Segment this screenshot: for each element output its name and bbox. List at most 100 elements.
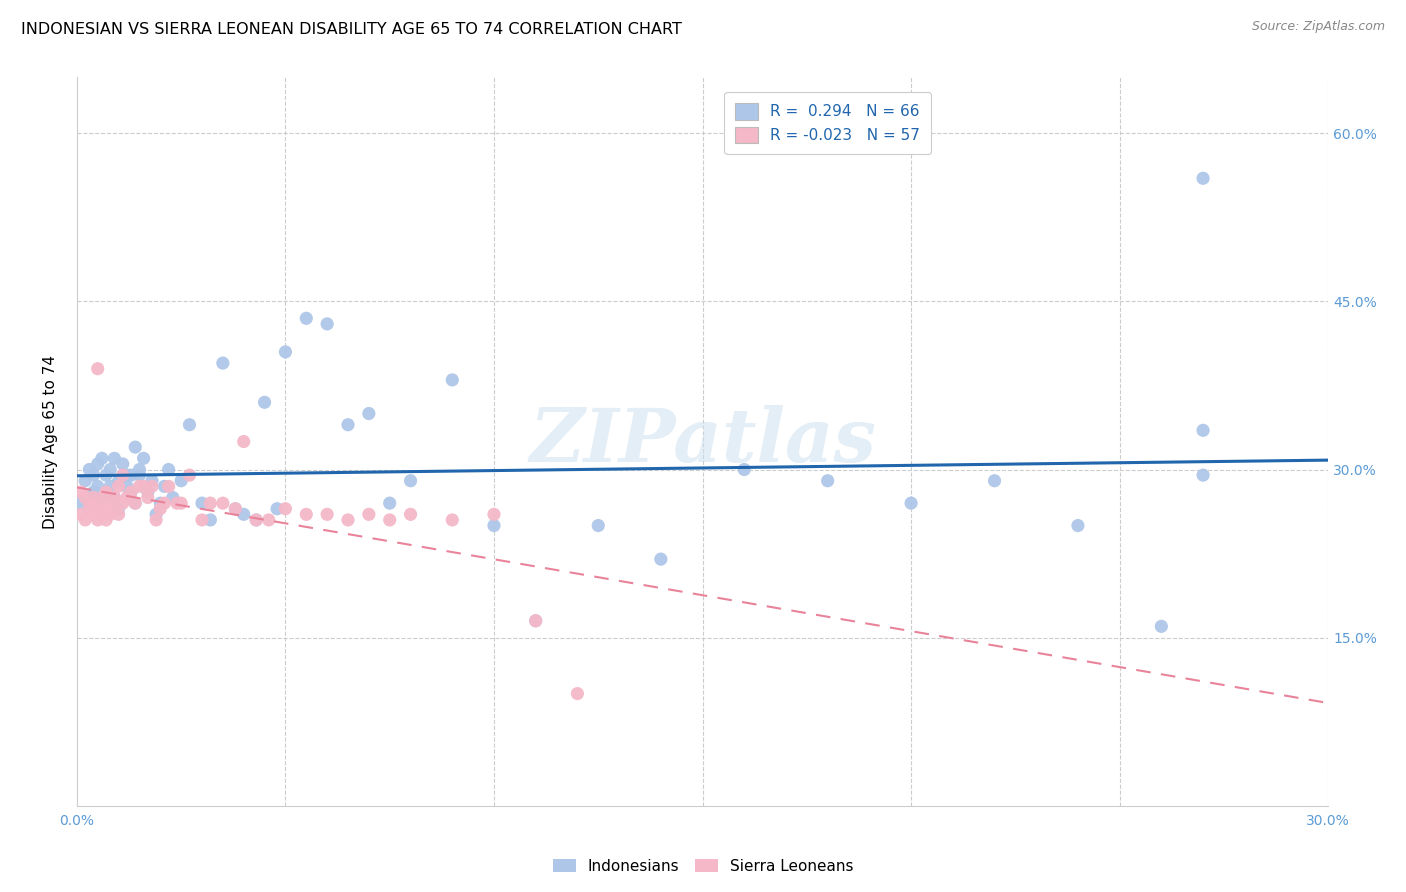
Point — [124, 496, 146, 510]
Point — [128, 462, 150, 476]
Point — [75, 491, 97, 505]
Point — [337, 513, 360, 527]
Point — [1150, 619, 1173, 633]
Point — [399, 508, 422, 522]
Point — [90, 508, 112, 522]
Point — [111, 468, 134, 483]
Point — [145, 508, 167, 522]
Point — [191, 513, 214, 527]
Point — [136, 484, 159, 499]
Point — [378, 513, 401, 527]
Point — [191, 496, 214, 510]
Point — [90, 491, 112, 505]
Point — [75, 513, 97, 527]
Point — [90, 491, 112, 505]
Point — [107, 479, 129, 493]
Point — [103, 491, 125, 505]
Point — [212, 496, 235, 510]
Point — [441, 513, 464, 527]
Point — [224, 501, 246, 516]
Point — [120, 484, 142, 499]
Point — [316, 317, 339, 331]
Point — [128, 479, 150, 493]
Point — [136, 491, 159, 505]
Point — [817, 474, 839, 488]
Point — [87, 479, 110, 493]
Point — [179, 417, 201, 432]
Point — [212, 356, 235, 370]
Point — [357, 407, 380, 421]
Point — [224, 501, 246, 516]
Point — [1192, 468, 1215, 483]
Point — [295, 311, 318, 326]
Point — [83, 484, 105, 499]
Point — [98, 479, 121, 493]
Point — [94, 468, 117, 483]
Text: ZIPatlas: ZIPatlas — [529, 405, 876, 478]
Point — [115, 491, 138, 505]
Y-axis label: Disability Age 65 to 74: Disability Age 65 to 74 — [44, 354, 58, 529]
Point — [200, 513, 222, 527]
Point — [90, 501, 112, 516]
Point — [1192, 171, 1215, 186]
Point — [179, 468, 201, 483]
Legend: Indonesians, Sierra Leoneans: Indonesians, Sierra Leoneans — [547, 853, 859, 880]
Point — [98, 462, 121, 476]
Point — [107, 474, 129, 488]
Point — [399, 474, 422, 488]
Point — [266, 501, 288, 516]
Point — [274, 501, 297, 516]
Point — [98, 491, 121, 505]
Point — [107, 501, 129, 516]
Point — [87, 496, 110, 510]
Point — [124, 496, 146, 510]
Point — [115, 468, 138, 483]
Point — [257, 513, 280, 527]
Point — [141, 474, 163, 488]
Point — [79, 501, 101, 516]
Point — [157, 479, 180, 493]
Point — [70, 496, 93, 510]
Point — [103, 451, 125, 466]
Point — [650, 552, 672, 566]
Point — [482, 518, 505, 533]
Point — [83, 468, 105, 483]
Point — [153, 496, 176, 510]
Point — [94, 484, 117, 499]
Point — [124, 440, 146, 454]
Point — [149, 496, 172, 510]
Point — [70, 484, 93, 499]
Point — [87, 361, 110, 376]
Point — [232, 434, 254, 449]
Point — [200, 496, 222, 510]
Point — [145, 513, 167, 527]
Point — [111, 468, 134, 483]
Point — [132, 451, 155, 466]
Text: Source: ZipAtlas.com: Source: ZipAtlas.com — [1251, 20, 1385, 33]
Point — [87, 457, 110, 471]
Point — [115, 479, 138, 493]
Point — [141, 479, 163, 493]
Point — [128, 468, 150, 483]
Point — [245, 513, 267, 527]
Point — [378, 496, 401, 510]
Point — [733, 462, 755, 476]
Point — [79, 462, 101, 476]
Point — [295, 508, 318, 522]
Point — [83, 508, 105, 522]
Point — [70, 508, 93, 522]
Point — [120, 484, 142, 499]
Point — [94, 513, 117, 527]
Point — [103, 501, 125, 516]
Point — [588, 518, 610, 533]
Point — [162, 491, 184, 505]
Point — [79, 496, 101, 510]
Point — [232, 508, 254, 522]
Point — [524, 614, 547, 628]
Point — [75, 474, 97, 488]
Point — [94, 484, 117, 499]
Point — [103, 491, 125, 505]
Point — [107, 508, 129, 522]
Point — [274, 345, 297, 359]
Point — [357, 508, 380, 522]
